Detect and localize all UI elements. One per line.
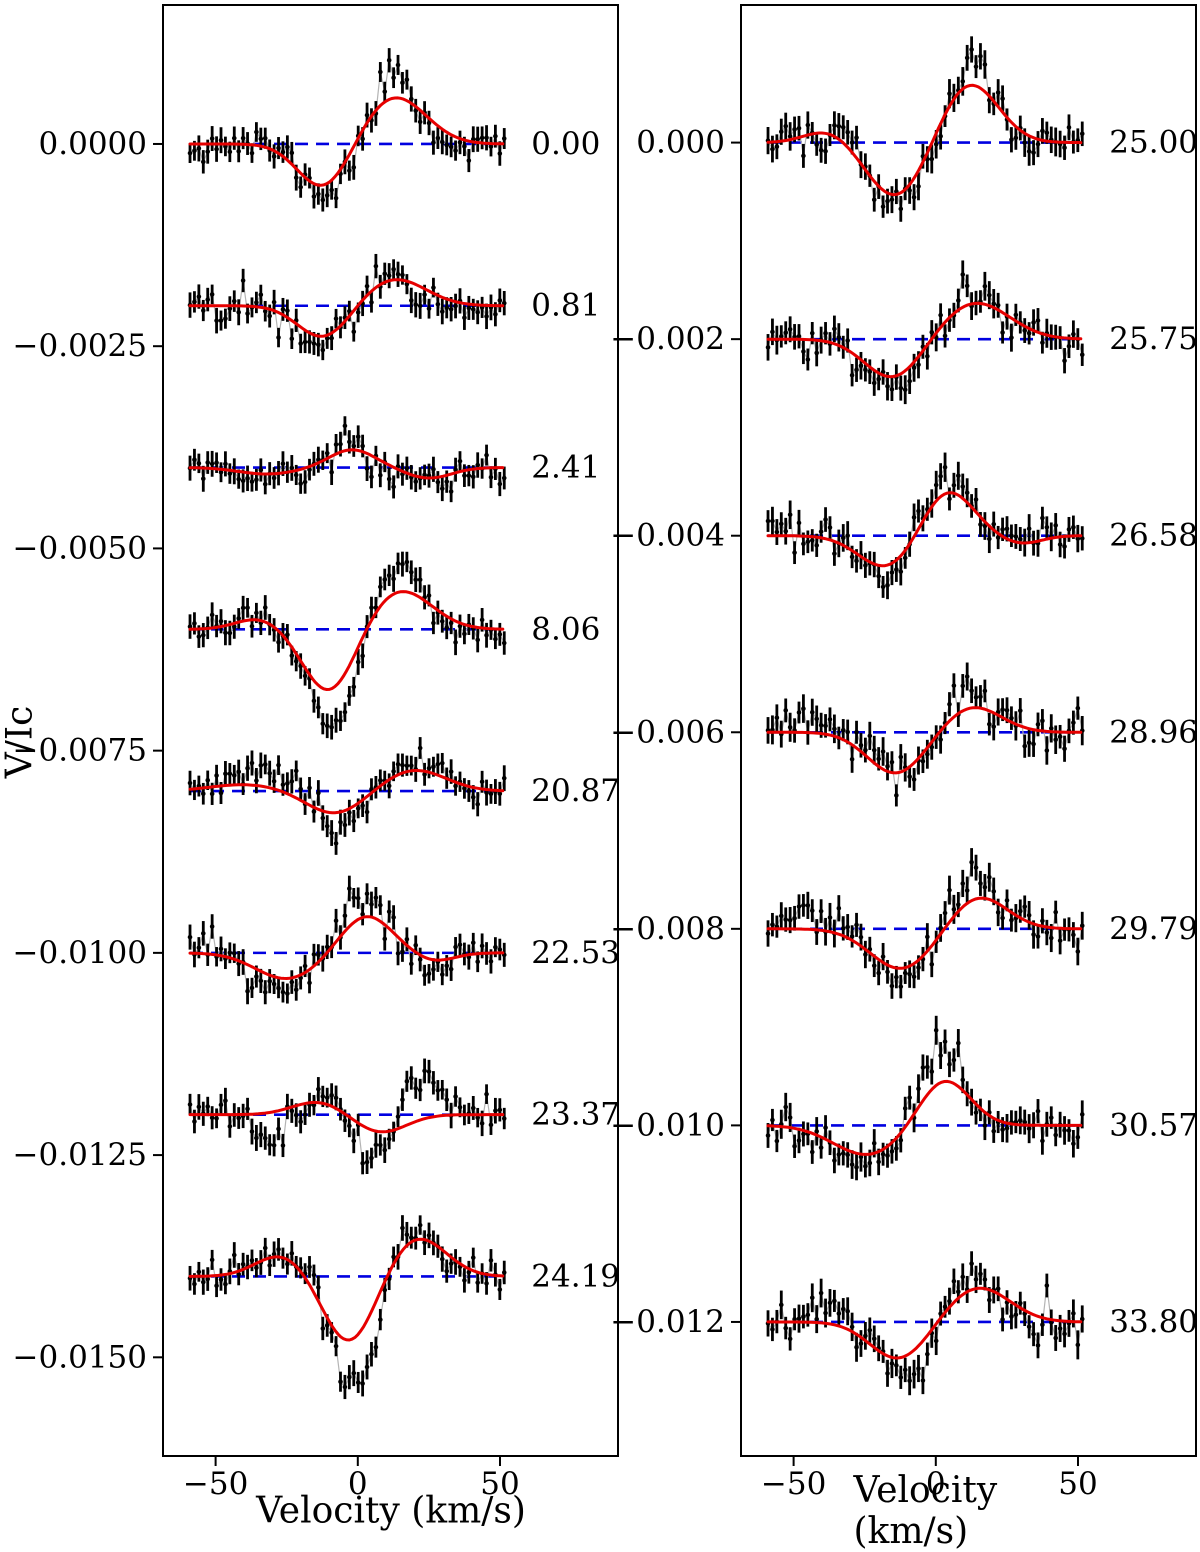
- x-tick-label: −50: [761, 1466, 826, 1502]
- row-label: 29.79: [1109, 911, 1198, 947]
- connector-line: [189, 747, 505, 846]
- row-label: 28.96: [1109, 714, 1198, 750]
- row-label: 25.00: [1109, 125, 1198, 161]
- x-tick-label: −50: [183, 1466, 248, 1502]
- panel-left: 0.0000 −0.0025 −0.0050 −0.0075 −0.0100 −0.012…: [13, 4, 620, 1502]
- y-tick-label: −0.0050: [13, 530, 147, 566]
- x-tick-label: 0: [348, 1466, 368, 1502]
- fit-curve: [188, 1237, 505, 1342]
- fit-curve: [766, 83, 1083, 197]
- fit-curve: [188, 448, 505, 480]
- y-tick-label: −0.010: [610, 1107, 725, 1143]
- y-tick-label: −0.0075: [13, 733, 147, 769]
- profile-row-22.53: 22.53: [187, 875, 620, 1005]
- fit-curve: [188, 769, 505, 815]
- y-tick-label: −0.0100: [13, 935, 147, 971]
- x-axis-label-right-panel: Velocity (km/s): [853, 1470, 998, 1552]
- connector-line: [189, 1222, 505, 1389]
- connector-line: [189, 423, 505, 494]
- connector-line: [767, 674, 1083, 796]
- connector-line: [189, 265, 505, 352]
- row-label: 22.53: [531, 935, 620, 971]
- profile-row-25.75: 25.75: [765, 260, 1198, 405]
- profile-row-29.79: 29.79: [765, 848, 1198, 999]
- fit-curve: [766, 706, 1083, 775]
- profile-row-25.00: 25.00: [765, 36, 1198, 222]
- error-bars: [188, 48, 506, 212]
- profile-row-2.41: 2.41: [187, 416, 600, 503]
- fit-curve: [766, 1286, 1083, 1360]
- x-tick-label: 0: [926, 1466, 946, 1502]
- profile-row-23.37: 23.37: [187, 1058, 620, 1175]
- panel-frame: [162, 4, 619, 1457]
- data-points: [187, 886, 507, 996]
- connector-line: [768, 465, 1083, 588]
- panel-frame: [740, 4, 1197, 1457]
- error-bars: [188, 1215, 506, 1400]
- x-tick-label: 50: [1058, 1466, 1097, 1502]
- fit-curve: [188, 590, 505, 692]
- profile-row-8.06: 8.06: [187, 551, 600, 740]
- profile-row-0.81: 0.81: [187, 253, 600, 361]
- y-tick-label: −0.0125: [13, 1137, 147, 1173]
- y-tick-label: 0.000: [636, 125, 725, 161]
- profile-row-30.57: 30.57: [765, 1015, 1198, 1181]
- row-label: 0.00: [531, 126, 600, 162]
- connector-line: [189, 886, 505, 995]
- error-bars: [766, 452, 1084, 600]
- row-label: 24.19: [531, 1258, 620, 1294]
- profile-row-28.96: 28.96: [765, 662, 1198, 807]
- error-bars: [188, 416, 506, 503]
- x-tick-label: 50: [480, 1466, 519, 1502]
- row-label: 0.81: [531, 288, 600, 324]
- x-axis-label-left-panel: Velocity (km/s): [256, 1490, 526, 1532]
- profile-row-24.19: 24.19: [187, 1215, 620, 1400]
- panel-right: 0.000 −0.002 −0.004 −0.006 −0.008 −0.010 −0.01…: [610, 4, 1198, 1502]
- error-bars: [188, 551, 506, 740]
- y-tick-label: −0.012: [610, 1304, 725, 1340]
- fit-curve: [188, 278, 505, 338]
- row-label: 20.87: [531, 773, 620, 809]
- y-tick-label: −0.008: [610, 911, 725, 947]
- data-points: [187, 745, 507, 846]
- error-bars: [766, 36, 1084, 222]
- profile-row-0.00: 0.00: [187, 48, 600, 212]
- data-points: [765, 464, 1085, 590]
- error-bars: [188, 875, 506, 1005]
- connector-line: [189, 60, 505, 201]
- y-axis-label: V/Ic: [0, 705, 41, 779]
- fit-curve: [766, 491, 1083, 568]
- row-label: 2.41: [531, 450, 600, 486]
- fit-curve: [766, 896, 1083, 970]
- y-tick-label: 0.0000: [39, 126, 147, 162]
- fit-curve: [766, 1079, 1083, 1156]
- y-tick-label: −0.0150: [13, 1339, 147, 1375]
- y-tick-label: −0.004: [610, 518, 725, 554]
- y-tick-label: −0.0025: [13, 328, 147, 364]
- row-label: 25.75: [1109, 321, 1198, 357]
- row-label: 26.58: [1109, 518, 1198, 554]
- fit-curve: [188, 915, 505, 981]
- connector-line: [189, 561, 505, 728]
- fit-curve: [766, 301, 1083, 379]
- y-tick-label: −0.006: [610, 714, 725, 750]
- row-label: 8.06: [531, 611, 600, 647]
- profile-row-26.58: 26.58: [765, 452, 1198, 600]
- row-label: 30.57: [1109, 1107, 1198, 1143]
- row-label: 33.80: [1109, 1304, 1198, 1340]
- profile-row-20.87: 20.87: [187, 737, 620, 855]
- row-label: 23.37: [531, 1097, 620, 1133]
- connector-line: [767, 47, 1083, 210]
- y-tick-label: −0.002: [610, 321, 725, 357]
- data-points: [187, 57, 507, 203]
- fit-curve: [188, 96, 505, 187]
- error-bars: [188, 737, 506, 855]
- profile-row-33.80: 33.80: [765, 1251, 1198, 1396]
- fit-curve: [188, 1101, 505, 1134]
